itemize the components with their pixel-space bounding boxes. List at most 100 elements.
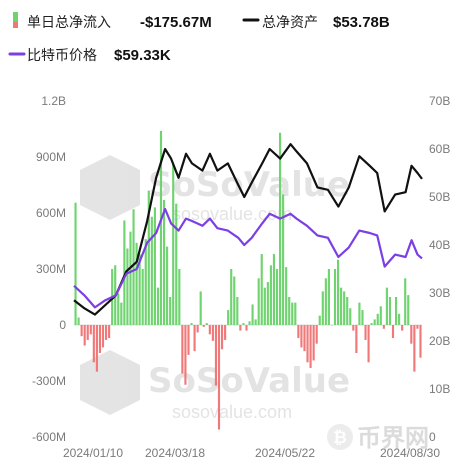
y-right-tick-label: 0 — [429, 430, 436, 444]
legend-flow-label: 单日总净流入 — [27, 14, 111, 30]
inflow-bar — [132, 209, 135, 325]
inflow-bar — [275, 269, 279, 325]
outflow-bar — [245, 325, 248, 331]
outflow-bar — [208, 325, 211, 335]
legend-flow-swatch-green — [13, 12, 18, 22]
outflow-bar — [181, 325, 184, 374]
inflow-bar — [343, 291, 346, 325]
inflow-bar — [370, 323, 373, 325]
bitcoin-glyph: ₿ — [333, 428, 347, 447]
outflow-bar — [303, 325, 306, 352]
inflow-bar — [272, 254, 276, 325]
inflow-bar — [291, 302, 294, 325]
y-left-tick-label: -300M — [32, 374, 66, 388]
outflow-bar — [86, 325, 89, 340]
outflow-bar — [214, 325, 218, 386]
inflow-bar — [138, 254, 141, 325]
inflow-bar — [166, 246, 169, 325]
inflow-bar — [282, 194, 285, 325]
inflow-bar — [162, 199, 166, 325]
outflow-bar — [196, 325, 199, 333]
inflow-bar — [373, 319, 376, 325]
x-tick-label: 2024/01/10 — [63, 446, 123, 460]
inflow-bar — [120, 302, 123, 325]
inflow-bar — [294, 302, 297, 325]
outflow-bar — [306, 325, 309, 363]
y-right-tick-label: 60B — [429, 142, 450, 156]
y-left-tick-label: 600M — [36, 206, 66, 220]
inflow-bar — [379, 306, 382, 325]
legend-assets[interactable]: 总净资产 $53.78B — [242, 14, 390, 31]
outflow-bar — [193, 325, 196, 352]
inflow-bar — [230, 269, 233, 325]
inflow-bar — [156, 287, 160, 325]
inflow-bar — [257, 278, 260, 325]
y-right-tick-label: 10B — [429, 382, 450, 396]
legend-assets-label: 总净资产 — [262, 14, 318, 30]
sosovalue-logo-icon — [80, 155, 140, 220]
inflow-bar — [141, 269, 144, 325]
inflow-bar — [376, 313, 379, 325]
outflow-bar — [355, 325, 358, 353]
inflow-bar — [340, 287, 343, 325]
inflow-bar — [269, 265, 272, 325]
inflow-bar — [336, 259, 340, 325]
inflow-bar — [227, 310, 230, 325]
legend-flow-swatch-red — [13, 22, 18, 28]
inflow-bar — [242, 323, 245, 325]
inflow-bar — [398, 313, 401, 325]
inflow-bar — [144, 239, 147, 325]
x-tick-label: 2024/03/18 — [145, 446, 205, 460]
inflow-bar — [251, 304, 254, 325]
outflow-bar — [80, 325, 83, 337]
outflow-bar — [224, 325, 227, 340]
y-axis-left: 1.2B 900M 600M 300M 0 -300M -600M — [32, 94, 66, 444]
outflow-bar — [101, 325, 105, 348]
outflow-bar — [352, 325, 355, 331]
outflow-bar — [382, 325, 385, 329]
inflow-bar — [349, 308, 352, 325]
y-left-tick-label: -600M — [32, 430, 66, 444]
inflow-bar — [330, 325, 334, 326]
y-right-tick-label: 40B — [429, 238, 450, 252]
y-left-tick-label: 300M — [36, 262, 66, 276]
watermark-corner: ₿ 币界网 — [327, 424, 429, 452]
watermark-site-bottom: sosovalue.com — [172, 402, 292, 422]
legend-flow[interactable]: 单日总净流入 -$175.67M — [13, 12, 212, 31]
y-right-tick-label: 30B — [429, 286, 450, 300]
inflow-bar — [260, 254, 263, 325]
outflow-bar — [98, 325, 102, 353]
inflow-bar — [159, 130, 163, 325]
inflow-bar — [233, 276, 236, 325]
legend-price-label: 比特币价格 — [27, 47, 97, 63]
outflow-bar — [89, 325, 92, 335]
inflow-bar — [321, 291, 324, 325]
outflow-bar — [104, 325, 108, 340]
legend-flow-value: -$175.67M — [140, 14, 212, 31]
inflow-bar — [278, 132, 282, 325]
outflow-bar — [309, 325, 312, 368]
outflow-bar — [95, 325, 98, 372]
legend-price-value: $59.33K — [114, 47, 171, 64]
inflow-bar — [236, 297, 239, 325]
inflow-bar — [394, 297, 398, 325]
inflow-bar — [205, 323, 208, 325]
legend-assets-value: $53.78B — [333, 14, 390, 31]
inflow-bar — [318, 315, 321, 325]
inflow-bar — [361, 310, 364, 325]
inflow-bar — [150, 216, 153, 325]
outflow-bar — [297, 325, 300, 339]
outflow-bar — [391, 325, 395, 339]
inflow-bar — [123, 220, 126, 325]
outflow-bar — [184, 325, 187, 385]
bitcoin-icon — [327, 424, 353, 450]
inflow-bar — [254, 319, 257, 325]
outflow-bar — [419, 325, 422, 358]
inflow-bar — [77, 317, 80, 325]
legend-price[interactable]: 比特币价格 $59.33K — [8, 47, 171, 64]
y-right-tick-label: 20B — [429, 334, 450, 348]
inflow-bar — [263, 287, 266, 325]
sosovalue-logo-icon — [80, 350, 140, 415]
watermark-brand-bottom: SoSoValue — [148, 361, 350, 401]
inflow-bar — [285, 267, 288, 325]
